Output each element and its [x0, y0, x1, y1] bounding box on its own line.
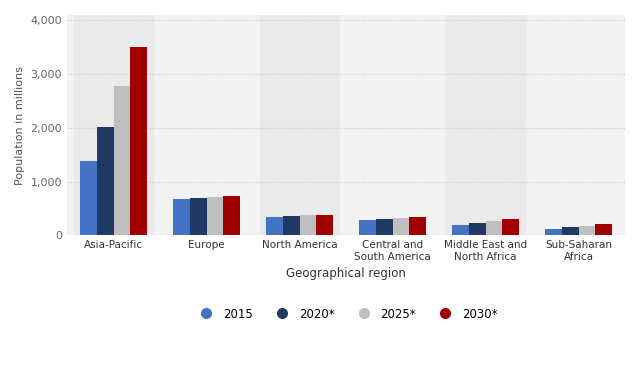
- Bar: [359, 220, 376, 235]
- Bar: [74, 15, 152, 235]
- Bar: [562, 227, 579, 235]
- Bar: [316, 215, 333, 235]
- Bar: [447, 15, 525, 235]
- Bar: [579, 226, 595, 235]
- Bar: [376, 219, 392, 235]
- Bar: [502, 219, 519, 235]
- Bar: [452, 225, 468, 235]
- Bar: [540, 15, 618, 235]
- Bar: [131, 47, 147, 235]
- Bar: [223, 195, 240, 235]
- Bar: [468, 223, 486, 235]
- Bar: [168, 15, 246, 235]
- Bar: [392, 218, 409, 235]
- X-axis label: Geographical region: Geographical region: [286, 267, 406, 280]
- Bar: [97, 127, 113, 235]
- Bar: [207, 197, 223, 235]
- Bar: [300, 215, 316, 235]
- Bar: [353, 15, 431, 235]
- Bar: [80, 161, 97, 235]
- Bar: [486, 221, 502, 235]
- Bar: [113, 86, 131, 235]
- Legend: 2015, 2020*, 2025*, 2030*: 2015, 2020*, 2025*, 2030*: [190, 303, 502, 325]
- Bar: [545, 229, 562, 235]
- Bar: [173, 199, 190, 235]
- Bar: [266, 217, 283, 235]
- Bar: [260, 15, 339, 235]
- Bar: [283, 216, 300, 235]
- Bar: [409, 217, 426, 235]
- Bar: [595, 224, 612, 235]
- Bar: [190, 198, 207, 235]
- Y-axis label: Population in millions: Population in millions: [15, 66, 25, 184]
